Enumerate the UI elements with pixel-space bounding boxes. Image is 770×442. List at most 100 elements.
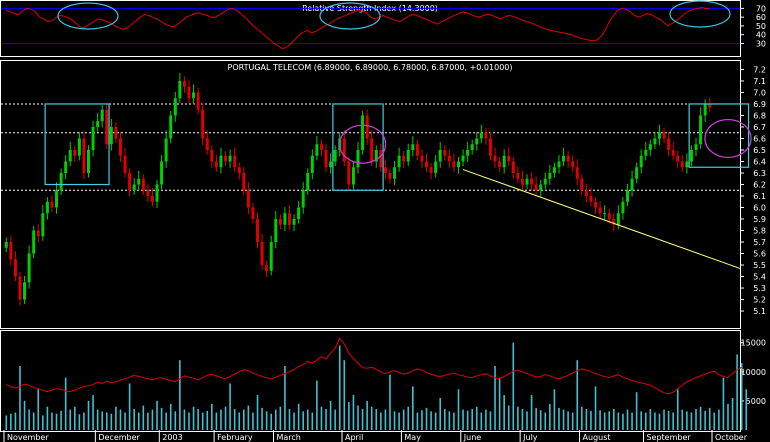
volume-tick-label: 15000 — [741, 339, 766, 348]
candle-up — [630, 178, 634, 191]
candle-down — [388, 172, 392, 179]
candle-up — [685, 161, 689, 168]
candle-down — [662, 132, 666, 139]
candle-up — [315, 144, 319, 156]
candle-up — [55, 190, 59, 208]
candle-down — [260, 242, 264, 266]
month-label: May — [404, 433, 421, 442]
price-panel-frame — [0, 60, 741, 329]
candle-down — [201, 109, 205, 139]
candle-up — [475, 138, 479, 145]
rsi-tick-label: 30 — [756, 39, 766, 48]
candle-down — [443, 149, 447, 156]
candle-down — [566, 155, 570, 162]
candle-down — [584, 190, 588, 196]
candle-up — [96, 121, 100, 127]
candle-down — [214, 161, 218, 168]
price-tick-label: 5.6 — [753, 250, 766, 259]
highlight-circle — [704, 118, 752, 159]
month-label: February — [217, 433, 253, 442]
candle-down — [324, 149, 328, 168]
price-tick-label: 5.5 — [753, 261, 766, 270]
candle-down — [265, 265, 269, 271]
candle-down — [256, 219, 260, 243]
candle-up — [41, 213, 45, 237]
highlight-box — [332, 103, 384, 191]
candle-up — [393, 167, 397, 179]
candle-up — [269, 242, 273, 271]
candle-down — [511, 161, 515, 173]
rsi-line — [5, 6, 711, 50]
candle-down — [73, 149, 77, 156]
candle-up — [68, 149, 72, 162]
candle-down — [13, 259, 17, 277]
price-tick-label: 6.7 — [753, 123, 766, 132]
price-tick-label: 6.5 — [753, 146, 766, 155]
candle-down — [50, 201, 54, 208]
rsi-tick-label: 40 — [756, 31, 766, 40]
rsi-highlight-ellipse — [319, 2, 381, 30]
candle-up — [406, 149, 410, 162]
price-tick-label: 5.9 — [753, 215, 766, 224]
candle-up — [639, 155, 643, 168]
price-tick-label: 5.4 — [753, 273, 766, 282]
candle-up — [228, 155, 232, 162]
candle-down — [667, 138, 671, 150]
candle-up — [356, 149, 360, 168]
candle-down — [342, 138, 346, 162]
candle-down — [141, 178, 145, 191]
candle-down — [379, 149, 383, 168]
candle-up — [91, 126, 95, 150]
candle-up — [543, 178, 547, 185]
candle-down — [402, 155, 406, 162]
candle-up — [397, 155, 401, 168]
candle-up — [470, 144, 474, 150]
candle-down — [370, 138, 374, 162]
highlight-box — [688, 103, 750, 168]
rsi-highlight-ellipse — [57, 2, 119, 30]
candle-down — [128, 172, 132, 191]
month-label: 2003 — [162, 433, 182, 442]
candle-up — [616, 213, 620, 225]
candle-up — [635, 167, 639, 179]
candle-down — [251, 207, 255, 220]
candle-down — [415, 144, 419, 156]
candle-up — [87, 149, 91, 173]
month-label: March — [276, 433, 300, 442]
candle-up — [155, 184, 159, 202]
trend-line — [462, 169, 741, 269]
candle-down — [233, 155, 237, 168]
price-tick-label: 5.7 — [753, 238, 766, 247]
rsi-panel-frame — [0, 0, 741, 57]
month-label: June — [463, 433, 482, 442]
candle-up — [283, 213, 287, 225]
price-tick-label: 5.8 — [753, 227, 766, 236]
candle-up — [178, 80, 182, 99]
candle-down — [612, 219, 616, 225]
price-tick-label: 6.2 — [753, 180, 766, 189]
candle-up — [301, 190, 305, 208]
price-tick-label: 6.1 — [753, 192, 766, 201]
rsi-tick-label: 60 — [756, 13, 766, 22]
candle-up — [45, 201, 49, 214]
candle-up — [552, 167, 556, 173]
candle-down — [187, 86, 191, 99]
candle-up — [657, 132, 661, 139]
candle-up — [160, 161, 164, 185]
candle-down — [580, 178, 584, 191]
candle-up — [292, 219, 296, 225]
candle-up — [77, 138, 81, 156]
candle-down — [9, 242, 13, 260]
price-tick-label: 6.6 — [753, 134, 766, 143]
candle-down — [420, 155, 424, 162]
candle-up — [137, 178, 141, 185]
volume-tick-label: 10000 — [741, 368, 766, 377]
price-layer: 5.1 5.2 5.3 5.4 5.5 5.6 5.7 5.8 5.9 6.0 6.1 6.2 6.3 6… — [1, 65, 766, 316]
candle-down — [278, 219, 282, 225]
candle-up — [434, 161, 438, 173]
highlight-box — [44, 103, 110, 186]
candle-down — [452, 161, 456, 168]
